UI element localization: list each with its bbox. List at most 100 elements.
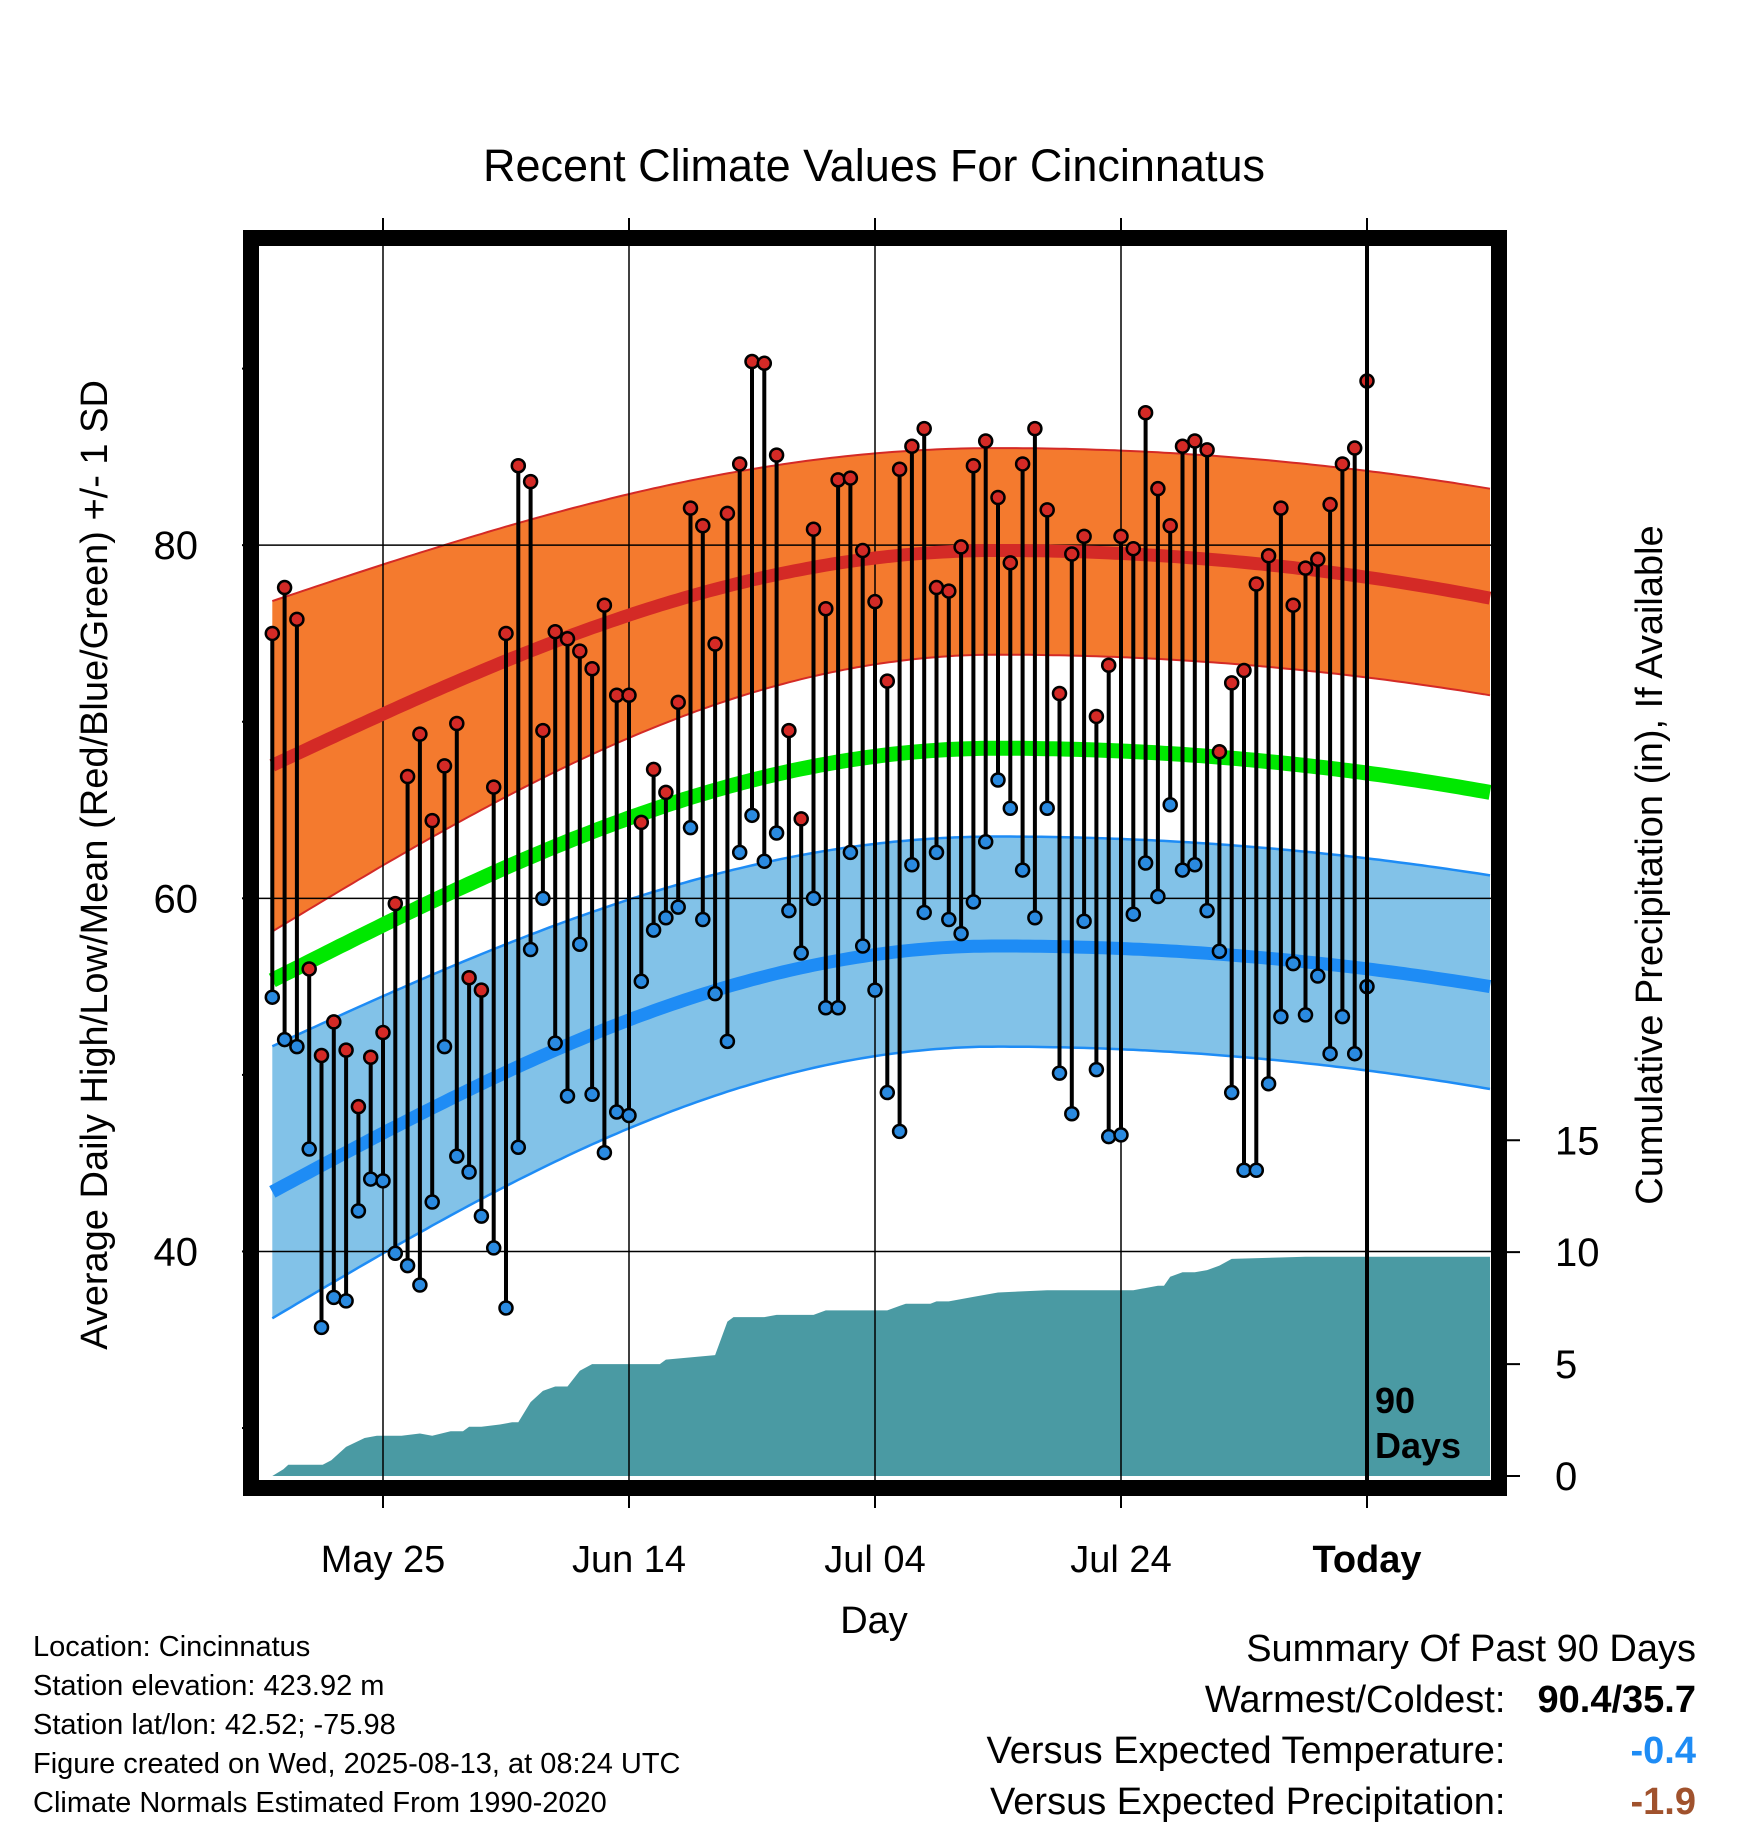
low-point [1051, 1065, 1068, 1081]
high-point [953, 539, 969, 555]
low-point [977, 834, 994, 850]
low-point [719, 1033, 736, 1050]
high-point [916, 420, 932, 437]
low-point [1076, 913, 1092, 930]
high-point [830, 472, 846, 488]
high-point [1076, 528, 1092, 545]
chart-title: Recent Climate Values For Cincinnatus [483, 140, 1265, 191]
low-point [424, 1194, 440, 1210]
high-point [572, 643, 588, 659]
high-point [461, 970, 477, 986]
low-upper-edge [271, 835, 1491, 1048]
high-point [891, 461, 908, 477]
precip-value: -1.9 [1630, 1781, 1696, 1823]
high-point [535, 722, 551, 739]
x-tick-label: Today [1312, 1539, 1421, 1581]
warmest-value: 90.4/35.7 [1537, 1679, 1696, 1721]
high-point [744, 353, 760, 370]
high-point [1236, 662, 1252, 679]
high-normal-line [269, 544, 1492, 772]
high-point [596, 597, 613, 613]
low-point [1137, 855, 1154, 871]
y-tick-label: 40 [154, 1230, 199, 1274]
low-point [399, 1257, 416, 1274]
y-tick-label: 80 [154, 524, 199, 568]
low-point [375, 1173, 391, 1189]
high-point [350, 1098, 367, 1115]
low-point [584, 1086, 600, 1103]
high-point [362, 1049, 379, 1065]
high-point [313, 1047, 330, 1064]
low-point [670, 899, 686, 915]
high-point [498, 625, 514, 642]
low-point [1285, 955, 1301, 972]
high-upper-edge [271, 447, 1491, 603]
low-point [572, 936, 588, 952]
low-point [805, 890, 822, 907]
low-point [682, 819, 699, 836]
high-point [1088, 708, 1105, 725]
low-point [498, 1300, 514, 1316]
high-point [645, 761, 662, 778]
high-point [1039, 502, 1055, 518]
low-point [313, 1319, 330, 1336]
low-lower-edge [271, 1045, 1491, 1320]
y2-tick-label: 5 [1555, 1343, 1577, 1387]
high-point [781, 722, 797, 739]
high-point [658, 784, 674, 801]
high-point [1248, 576, 1265, 592]
low-point [276, 1031, 293, 1048]
high-point [264, 625, 281, 642]
location-text: Location: Cincinnatus [33, 1631, 311, 1663]
y2-tick-label: 0 [1555, 1455, 1577, 1499]
high-point [1260, 548, 1277, 564]
high-point [522, 473, 539, 490]
low-point [412, 1277, 428, 1293]
low-point [436, 1038, 453, 1055]
y2-tick-label: 10 [1555, 1231, 1600, 1275]
high-point [424, 812, 440, 829]
summary-title: Summary Of Past 90 Days [1246, 1628, 1696, 1670]
high-point [670, 694, 686, 711]
high-point [719, 505, 736, 522]
high-point [1273, 500, 1289, 516]
low-point [916, 904, 932, 921]
low-point [1334, 1008, 1351, 1025]
low-point [891, 1123, 908, 1140]
low-point [731, 844, 748, 861]
low-point [1064, 1105, 1080, 1122]
high-point [928, 579, 945, 596]
high-point [1014, 456, 1031, 472]
high-point [510, 457, 527, 474]
low-point [953, 925, 969, 942]
high-point [707, 636, 723, 652]
low-point [362, 1171, 379, 1187]
low-point [264, 989, 281, 1005]
low-point [633, 973, 650, 990]
low-point [1027, 909, 1043, 926]
low-point [1346, 1045, 1363, 1062]
high-point [805, 521, 822, 538]
low-point [621, 1107, 637, 1124]
precip-area [272, 1256, 1490, 1476]
high-point [1285, 597, 1301, 613]
high-point [1223, 675, 1240, 691]
high-point [276, 579, 293, 596]
high-point [1322, 496, 1338, 513]
x-tick-label: Jul 04 [824, 1539, 925, 1581]
x-tick-label: Jul 24 [1070, 1539, 1171, 1581]
low-point [1260, 1075, 1277, 1092]
low-point [473, 1208, 490, 1224]
high-point [682, 500, 699, 516]
high-point [326, 1014, 342, 1030]
low-point [1297, 1007, 1314, 1023]
high-point [1113, 528, 1129, 545]
high-point [436, 758, 453, 774]
high-point [584, 661, 600, 677]
low-point [990, 772, 1006, 788]
temp-row: Versus Expected Temperature: -0.4 [987, 1726, 1696, 1777]
low-point [793, 945, 809, 961]
high-point [756, 355, 773, 372]
